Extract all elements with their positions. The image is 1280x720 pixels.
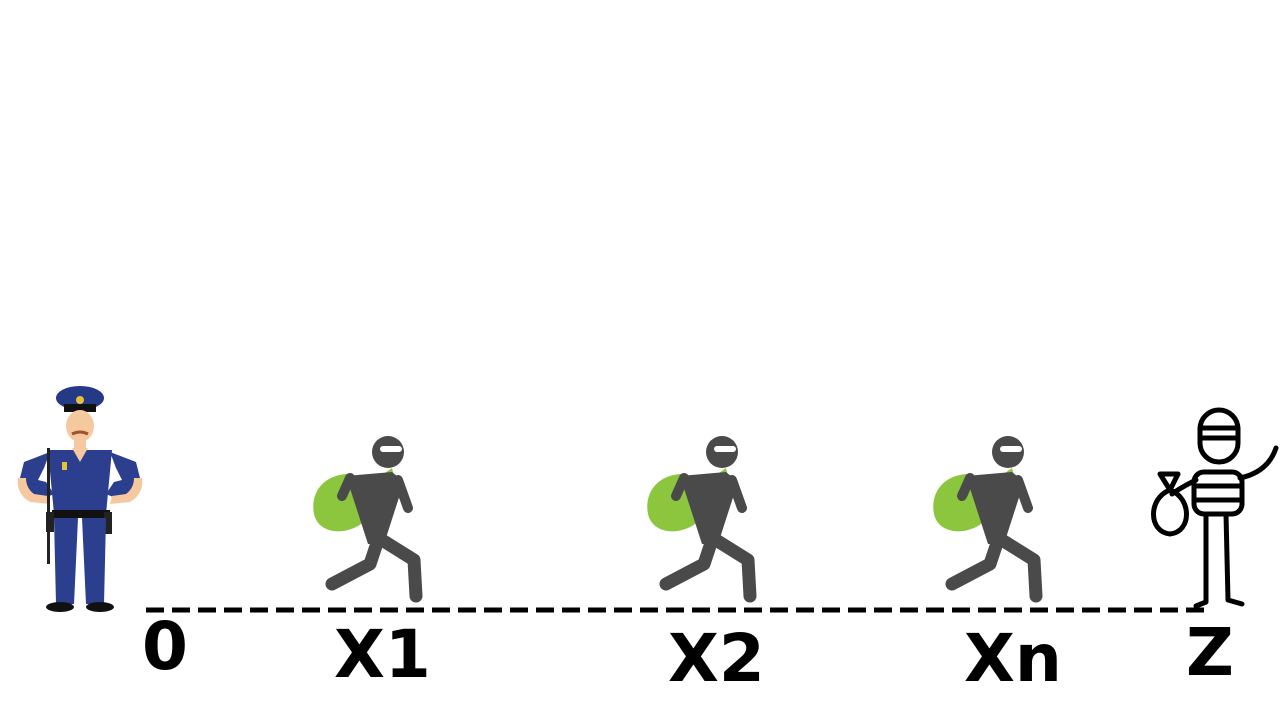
label-xn: Xn [964,620,1062,697]
thief-running-icon [647,436,750,596]
police-officer-icon [17,386,143,612]
thief-running-icon [313,436,416,596]
label-z: Z [1186,614,1234,691]
thief-running-icon [933,436,1036,596]
label-x2: X2 [668,620,765,697]
striped-prisoner-icon [1151,407,1279,609]
label-x1: X1 [334,616,431,693]
label-origin: 0 [142,608,188,685]
